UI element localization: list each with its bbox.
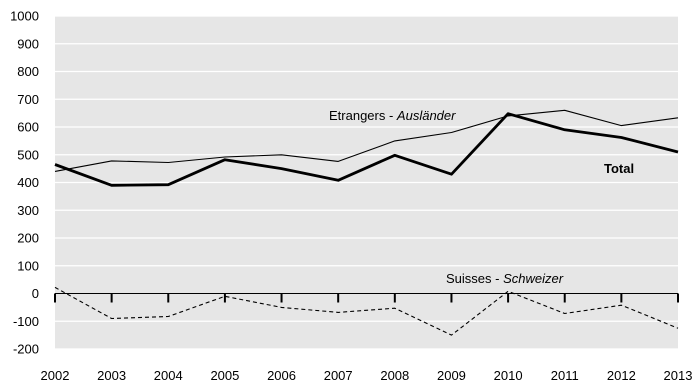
y-tick-label: 400 — [17, 175, 39, 190]
x-tick-label: 2002 — [41, 368, 70, 383]
y-tick-label: 1000 — [10, 9, 39, 24]
y-tick-label: 600 — [17, 120, 39, 135]
x-tick-label: 2012 — [607, 368, 636, 383]
y-tick-label: 800 — [17, 64, 39, 79]
x-tick-label: 2010 — [494, 368, 523, 383]
x-axis-tick-labels: 2002 2003 2004 2005 2006 2007 2008 2009 2010 2011… — [41, 368, 693, 383]
series-lines — [54, 109, 679, 336]
annotation-suisses-italic: Schweizer — [503, 271, 564, 286]
annotation-suisses: Suisses - Schweizer — [446, 271, 564, 286]
annotation-suisses-prefix: Suisses - — [446, 271, 503, 286]
gridlines — [55, 15, 678, 350]
y-tick-label: -200 — [13, 342, 39, 357]
y-tick-label: 500 — [17, 147, 39, 162]
y-tick-label: 100 — [17, 258, 39, 273]
y-tick-label: 700 — [17, 92, 39, 107]
x-tick-label: 2008 — [380, 368, 409, 383]
y-tick-label: 200 — [17, 231, 39, 246]
series-line-suisses — [54, 286, 679, 336]
y-tick-label: 0 — [32, 286, 39, 301]
annotation-etrangers-italic: Ausländer — [396, 108, 456, 123]
y-tick-label: 900 — [17, 36, 39, 51]
series-line-etrangers — [54, 109, 679, 172]
x-axis-ticks — [54, 293, 679, 303]
x-tick-label: 2011 — [551, 368, 579, 383]
x-tick-label: 2003 — [97, 368, 126, 383]
annotation-etrangers-prefix: Etrangers - — [329, 108, 397, 123]
x-tick-label: 2007 — [324, 368, 353, 383]
annotation-etrangers: Etrangers - Ausländer — [329, 108, 456, 123]
x-tick-label: 2005 — [210, 368, 239, 383]
x-tick-label: 2009 — [437, 368, 466, 383]
x-tick-label: 2013 — [664, 368, 693, 383]
y-tick-label: -100 — [13, 314, 39, 329]
y-tick-label: 300 — [17, 203, 39, 218]
x-tick-label: 2006 — [267, 368, 296, 383]
series-line-total — [54, 112, 679, 187]
annotation-total: Total — [604, 161, 634, 176]
x-tick-label: 2004 — [154, 368, 183, 383]
